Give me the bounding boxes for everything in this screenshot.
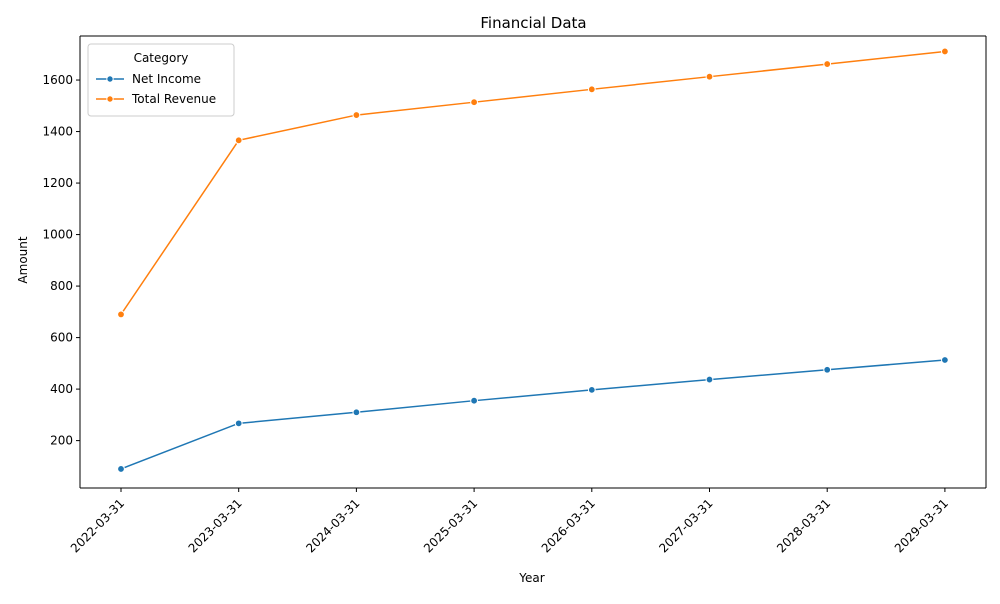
data-point-total-revenue-2027-03-31 [705, 72, 714, 81]
data-point-net-income-2029-03-31 [941, 356, 949, 364]
y-tick-label-800: 800 [50, 279, 73, 293]
series-line-total-revenue [120, 50, 945, 315]
data-point-net-income-2023-03-31 [234, 419, 243, 428]
data-point-total-revenue-2022-03-31 [117, 310, 125, 319]
legend-label-total-revenue: Total Revenue [131, 92, 216, 106]
y-axis-label: Amount [16, 236, 30, 283]
series-line-net-income [120, 359, 945, 470]
y-tick-label-1600: 1600 [42, 73, 73, 87]
data-point-net-income-2027-03-31 [705, 375, 714, 384]
legend-marker-total-revenue [106, 95, 114, 103]
y-tick-label-200: 200 [50, 434, 73, 448]
legend-marker-net-income [106, 75, 114, 83]
data-point-total-revenue-2025-03-31 [470, 98, 479, 107]
y-tick-label-1400: 1400 [42, 125, 73, 139]
y-tick-label-1200: 1200 [42, 176, 73, 190]
x-axis-label: Year [518, 571, 544, 585]
data-point-total-revenue-2023-03-31 [234, 136, 243, 145]
data-point-total-revenue-2026-03-31 [587, 85, 596, 94]
y-tick-label-1000: 1000 [42, 228, 73, 242]
legend-title: Category [134, 51, 189, 65]
chart-title: Financial Data [480, 14, 586, 32]
legend-label-net-income: Net Income [132, 72, 201, 86]
data-point-total-revenue-2029-03-31 [941, 47, 949, 56]
data-point-total-revenue-2024-03-31 [352, 111, 361, 119]
data-point-net-income-2024-03-31 [352, 408, 361, 417]
data-point-net-income-2028-03-31 [823, 365, 832, 374]
data-point-net-income-2026-03-31 [587, 385, 596, 394]
data-point-total-revenue-2028-03-31 [823, 60, 832, 68]
legend-frame [87, 43, 235, 117]
legend: Category Net Income Total Revenue [87, 43, 235, 117]
plot-area [117, 47, 949, 473]
data-point-net-income-2022-03-31 [117, 465, 125, 473]
y-tick-label-600: 600 [50, 331, 73, 345]
y-tick-label-400: 400 [50, 382, 73, 396]
data-point-net-income-2025-03-31 [470, 396, 479, 405]
